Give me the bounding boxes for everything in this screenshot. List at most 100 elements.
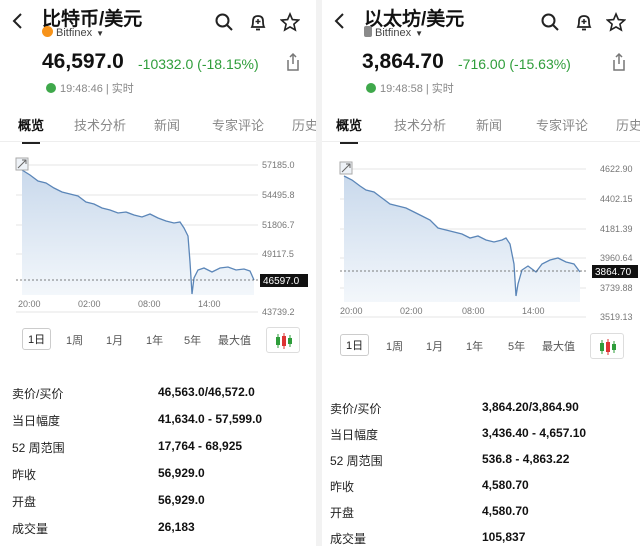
time-range-selector: 1日 1周 1月 1年 5年 最大值 — [322, 333, 640, 359]
time-text: 19:48:46 | 实时 — [60, 83, 134, 95]
range-max[interactable]: 最大值 — [218, 335, 251, 347]
stat-label: 52 周范围 — [330, 454, 383, 468]
y-tick: 3960.64 — [600, 253, 633, 263]
stat-row: 卖价/买价 3,864.20/3,864.90 — [322, 400, 640, 422]
stat-row: 开盘 4,580.70 — [322, 504, 640, 526]
bitcoin-icon — [42, 26, 53, 37]
y-tick: 51806.7 — [262, 220, 295, 230]
tab-history[interactable]: 历史 — [292, 118, 316, 133]
x-tick: 14:00 — [198, 299, 221, 309]
range-5y[interactable]: 5年 — [508, 341, 526, 353]
range-1w[interactable]: 1周 — [386, 341, 404, 353]
stat-label: 昨收 — [330, 480, 355, 494]
ethereum-icon — [364, 26, 372, 37]
expand-icon[interactable] — [15, 157, 29, 171]
range-max[interactable]: 最大值 — [542, 341, 575, 353]
stat-value: 3,436.40 - 4,657.10 — [482, 426, 587, 440]
candlestick-icon — [276, 333, 292, 349]
bell-add-icon[interactable] — [248, 12, 268, 32]
stat-value: 4,580.70 — [482, 478, 529, 492]
clock-icon — [46, 83, 56, 93]
current-price: 46,597.0 — [42, 50, 124, 73]
range-1m[interactable]: 1月 — [106, 335, 124, 347]
chart-canvas: 57185.0 54495.8 51806.7 49117.5 43739.2 … — [15, 157, 308, 317]
price-chart: 4622.90 4402.15 4181.39 3960.64 3739.88 … — [336, 154, 638, 324]
range-1y[interactable]: 1年 — [146, 335, 164, 347]
tab-expert[interactable]: 专家评论 — [536, 118, 589, 133]
range-1m[interactable]: 1月 — [426, 341, 444, 353]
update-time: 19:48:46 | 实时 — [46, 80, 134, 96]
back-arrow-icon[interactable] — [332, 11, 348, 31]
stat-row: 卖价/买价 46,563.0/46,572.0 — [0, 385, 316, 407]
candlestick-button[interactable] — [266, 327, 300, 353]
stat-value: 41,634.0 - 57,599.0 — [158, 412, 263, 426]
star-icon[interactable] — [280, 12, 300, 32]
exchange-selector[interactable]: Bitfinex ▼ — [42, 26, 104, 39]
stat-label: 当日幅度 — [330, 428, 379, 442]
tab-news[interactable]: 新闻 — [154, 118, 181, 133]
caret-down-icon: ▼ — [415, 29, 423, 38]
range-5y[interactable]: 5年 — [184, 335, 202, 347]
range-1d[interactable]: 1日 — [22, 328, 52, 350]
stat-value: 56,929.0 — [158, 466, 205, 480]
tab-overview[interactable]: 概览 — [336, 115, 362, 144]
share-icon[interactable] — [610, 52, 628, 72]
stat-row: 成交量 105,837 — [322, 530, 640, 546]
range-1d[interactable]: 1日 — [340, 334, 370, 356]
stat-row: 52 周范围 536.8 - 4,863.22 — [322, 452, 640, 474]
y-tick: 43739.2 — [262, 307, 295, 317]
caret-down-icon: ▼ — [96, 29, 104, 38]
tab-bar: 概览 技术分析 新闻 专家评论 历史 — [0, 104, 316, 144]
tab-overview[interactable]: 概览 — [18, 115, 44, 144]
price-area — [22, 170, 254, 295]
stat-value: 46,563.0/46,572.0 — [158, 385, 255, 399]
y-tick: 3739.88 — [600, 283, 633, 293]
tab-technical[interactable]: 技术分析 — [394, 118, 447, 133]
page-title: 以太坊/美元 — [364, 9, 465, 30]
exchange-name: Bitfinex — [56, 27, 93, 39]
tab-news[interactable]: 新闻 — [476, 118, 503, 133]
current-price-tag-text: 3864.70 — [595, 267, 632, 278]
y-tick: 4622.90 — [600, 164, 633, 174]
star-icon[interactable] — [606, 12, 626, 32]
candlestick-button[interactable] — [590, 333, 624, 359]
stat-value: 536.8 - 4,863.22 — [482, 452, 570, 466]
tab-technical[interactable]: 技术分析 — [74, 118, 127, 133]
current-price-tag — [260, 274, 308, 287]
x-tick: 20:00 — [18, 299, 41, 309]
time-range-selector: 1日 1周 1月 1年 5年 最大值 — [0, 327, 316, 353]
current-price-tag-text: 46597.0 — [263, 276, 300, 287]
time-text: 19:48:58 | 实时 — [380, 83, 454, 95]
expand-icon[interactable] — [339, 161, 353, 175]
x-tick: 20:00 — [340, 306, 363, 316]
x-tick: 02:00 — [400, 306, 423, 316]
y-tick: 49117.5 — [262, 249, 294, 259]
search-icon[interactable] — [540, 12, 560, 32]
price-chart: 57185.0 54495.8 51806.7 49117.5 43739.2 … — [8, 150, 308, 320]
chart-canvas: 4622.90 4402.15 4181.39 3960.64 3739.88 … — [339, 161, 638, 322]
y-tick: 4402.15 — [600, 194, 633, 204]
price-change: -10332.0 (-18.15%) — [138, 56, 259, 72]
stat-row: 52 周范围 17,764 - 68,925 — [0, 439, 316, 461]
range-1y[interactable]: 1年 — [466, 341, 484, 353]
y-tick: 54495.8 — [262, 190, 295, 200]
back-arrow-icon[interactable] — [10, 11, 26, 31]
bell-add-icon[interactable] — [574, 12, 594, 32]
tab-history[interactable]: 历史 — [616, 118, 640, 133]
stat-label: 开盘 — [12, 495, 37, 509]
tab-expert[interactable]: 专家评论 — [212, 118, 265, 133]
x-tick: 02:00 — [78, 299, 101, 309]
exchange-selector[interactable]: Bitfinex ▼ — [364, 26, 423, 39]
panel-divider — [316, 0, 322, 546]
x-tick: 14:00 — [522, 306, 545, 316]
share-icon[interactable] — [284, 52, 302, 72]
stat-label: 成交量 — [330, 532, 367, 546]
y-tick: 3519.13 — [600, 312, 633, 322]
page-title: 比特币/美元 — [42, 9, 143, 30]
stat-value: 3,864.20/3,864.90 — [482, 400, 579, 414]
range-1w[interactable]: 1周 — [66, 335, 84, 347]
current-price: 3,864.70 — [362, 50, 444, 73]
y-tick: 4181.39 — [600, 224, 633, 234]
search-icon[interactable] — [214, 12, 234, 32]
stat-row: 当日幅度 3,436.40 - 4,657.10 — [322, 426, 640, 448]
